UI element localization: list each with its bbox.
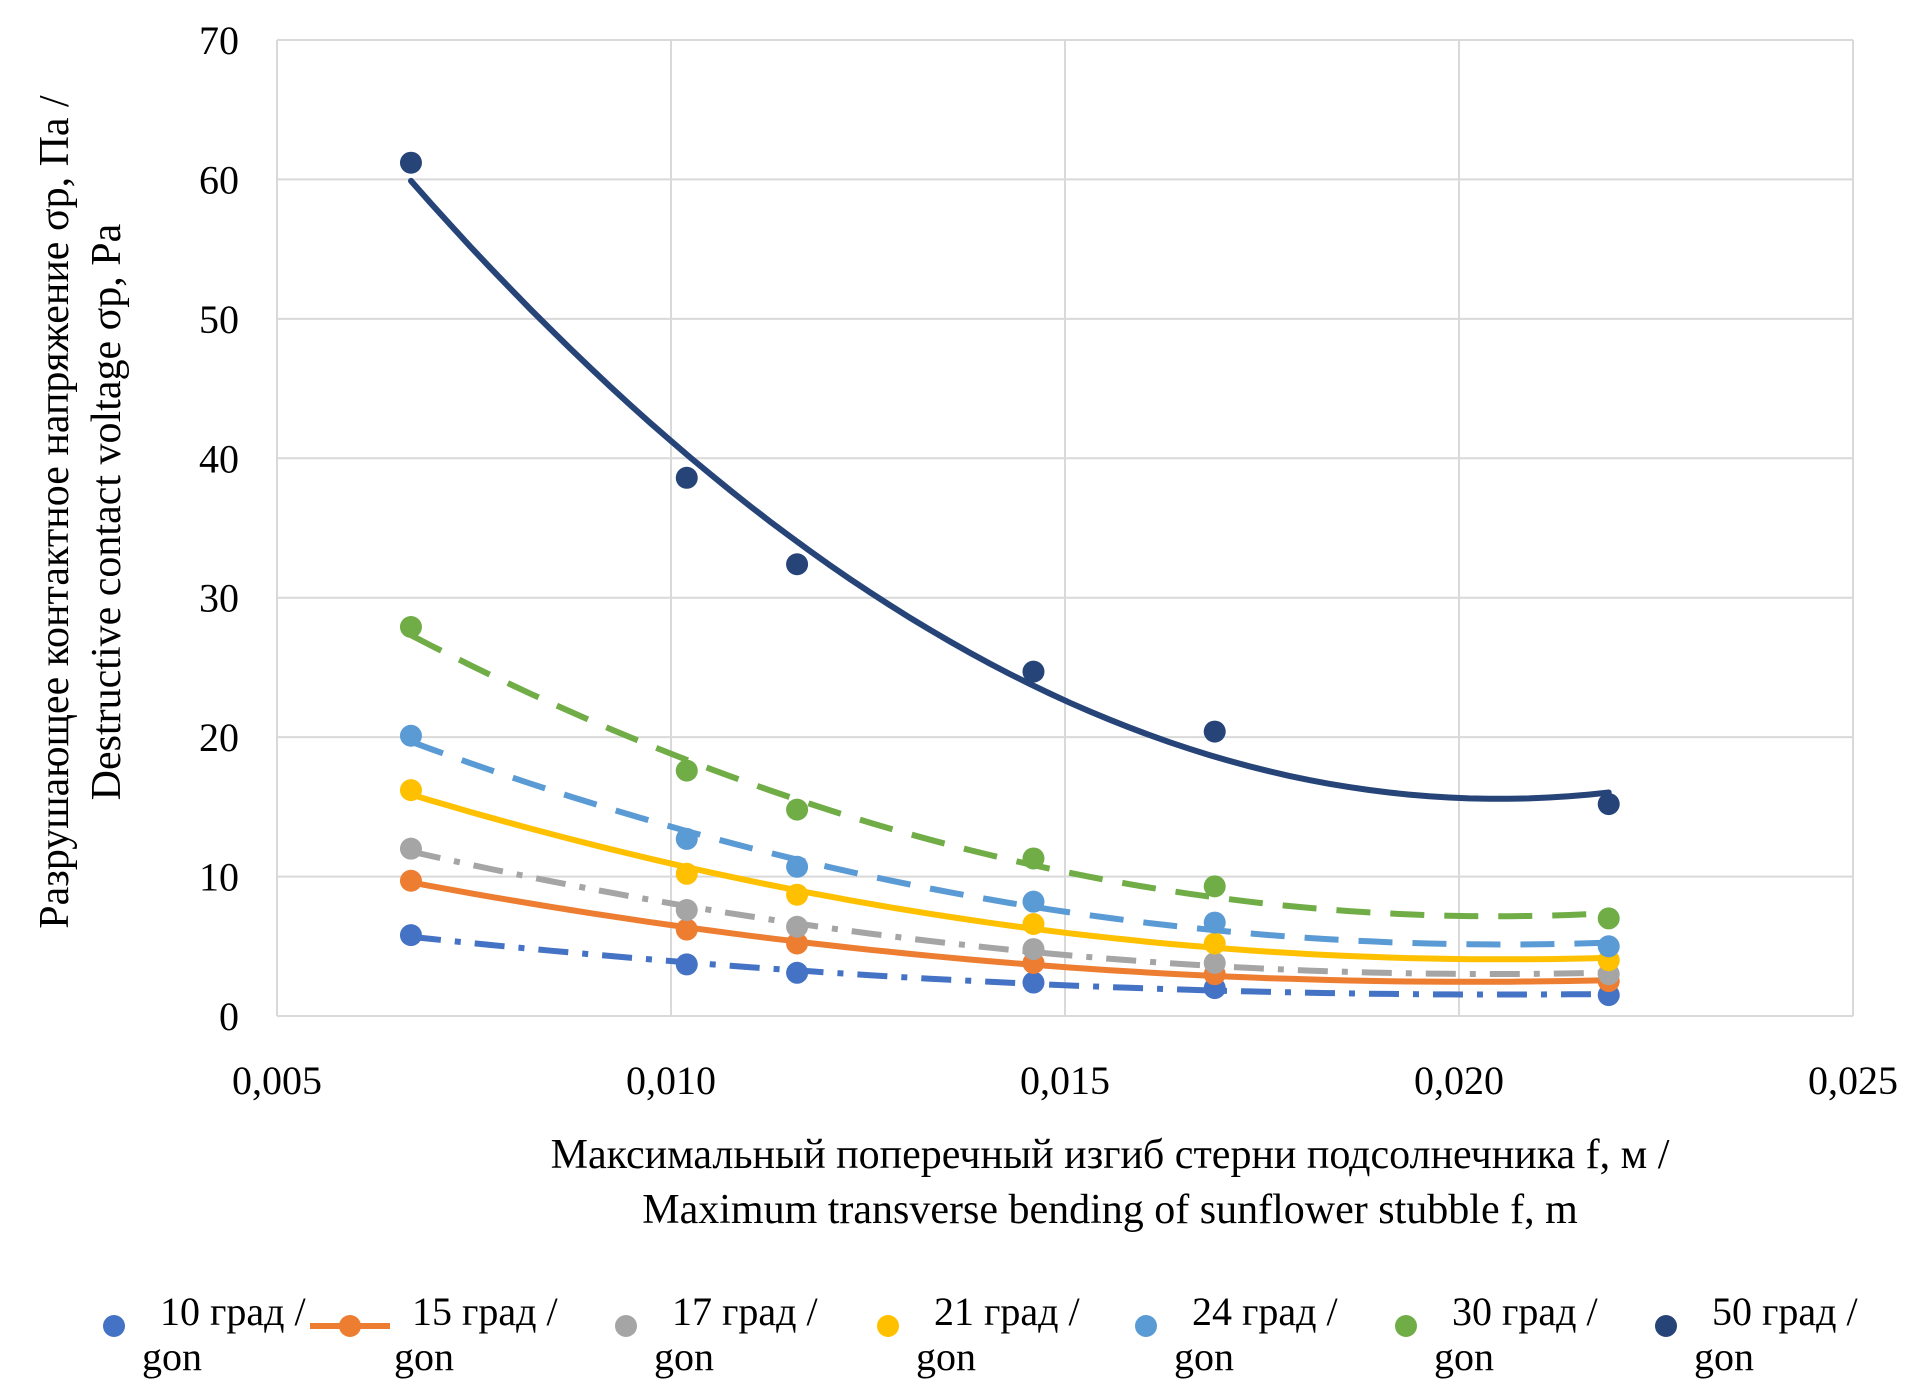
- data-point: [399, 615, 422, 638]
- trendline: [410, 848, 1609, 977]
- x-tick-label: 0,025: [1808, 1058, 1898, 1103]
- grid: [276, 39, 1854, 1017]
- data-point: [786, 553, 809, 576]
- legend-label-line1: 24 град /: [1192, 1289, 1339, 1334]
- data-point: [786, 883, 809, 906]
- data-point: [399, 837, 422, 860]
- data-point: [786, 855, 809, 878]
- x-axis-title-line2: Maximum transverse bending of sunflower …: [642, 1187, 1578, 1233]
- data-point: [786, 961, 809, 984]
- legend-label-line2: gon: [1174, 1334, 1234, 1379]
- legend-marker: [615, 1315, 637, 1337]
- legend-item: 30 град /gon: [1395, 1289, 1599, 1379]
- data-point: [399, 869, 422, 892]
- legend-label-line1: 15 град /: [412, 1289, 559, 1334]
- legend-item: 21 град /gon: [877, 1289, 1081, 1379]
- legend-label-line2: gon: [1434, 1334, 1494, 1379]
- data-point: [675, 918, 698, 941]
- trendlines: [408, 177, 1612, 998]
- data-point: [1203, 911, 1226, 934]
- legend-label-line1: 21 град /: [934, 1289, 1081, 1334]
- data-point: [675, 862, 698, 885]
- legend-label-line2: gon: [916, 1334, 976, 1379]
- legend-label-line2: gon: [1694, 1334, 1754, 1379]
- data-point: [675, 953, 698, 976]
- legend-marker: [339, 1315, 361, 1337]
- y-tick-label: 60: [199, 157, 239, 202]
- data-point: [786, 915, 809, 938]
- data-points: [399, 151, 1620, 1007]
- x-tick-label: 0,010: [626, 1058, 716, 1103]
- y-tick-label: 0: [219, 994, 239, 1039]
- legend-marker: [1395, 1315, 1417, 1337]
- data-point: [1022, 912, 1045, 935]
- data-point: [675, 899, 698, 922]
- data-point: [786, 798, 809, 821]
- data-point: [1022, 890, 1045, 913]
- legend-label-line2: gon: [394, 1334, 454, 1379]
- data-point: [1203, 932, 1226, 955]
- data-point: [675, 466, 698, 489]
- data-point: [399, 724, 422, 747]
- y-axis-title-line2: Destructive contact voltage σp, Pa: [84, 223, 130, 800]
- legend-label-line1: 17 град /: [672, 1289, 819, 1334]
- legend-label-line2: gon: [142, 1334, 202, 1379]
- legend-item: 15 град /gon: [310, 1289, 559, 1379]
- legend-item: 17 град /gon: [615, 1289, 819, 1379]
- y-tick-label: 50: [199, 297, 239, 342]
- y-tick-labels: 0 10 20 30 40 50 60 70: [199, 18, 239, 1039]
- data-point: [675, 759, 698, 782]
- y-tick-label: 20: [199, 715, 239, 760]
- data-point: [399, 924, 422, 947]
- data-point: [1022, 660, 1045, 683]
- legend-label-line2: gon: [654, 1334, 714, 1379]
- y-tick-label: 40: [199, 436, 239, 481]
- trendline: [408, 177, 1612, 802]
- x-tick-label: 0,015: [1020, 1058, 1110, 1103]
- legend-label-line1: 50 град /: [1712, 1289, 1859, 1334]
- data-point: [1597, 793, 1620, 816]
- y-tick-label: 30: [199, 576, 239, 621]
- x-tick-label: 0,020: [1414, 1058, 1504, 1103]
- x-tick-label: 0,005: [232, 1058, 322, 1103]
- y-axis-title-line1: Разрушающее контактное напряжение σp, Па…: [32, 95, 78, 929]
- y-axis-title-2: Destructive contact voltage σp, Pa: [84, 223, 130, 800]
- data-point: [1597, 907, 1620, 930]
- data-point: [1203, 720, 1226, 743]
- data-point: [1597, 935, 1620, 958]
- y-tick-label: 70: [199, 18, 239, 63]
- data-point: [399, 151, 422, 174]
- data-point: [399, 779, 422, 802]
- legend-marker: [103, 1315, 125, 1337]
- trendline: [409, 738, 1609, 948]
- legend-label-line1: 10 град /: [160, 1289, 307, 1334]
- trendline: [409, 632, 1609, 920]
- data-point: [1203, 875, 1226, 898]
- trendline: [410, 933, 1609, 998]
- data-point: [1203, 952, 1226, 975]
- data-point: [1022, 938, 1045, 961]
- legend-marker: [877, 1315, 899, 1337]
- data-point: [1022, 971, 1045, 994]
- y-tick-label: 10: [199, 855, 239, 900]
- legend-marker: [1135, 1315, 1157, 1337]
- x-tick-labels: 0,005 0,010 0,015 0,020 0,025: [232, 1058, 1898, 1103]
- y-axis-title: Разрушающее контактное напряжение σp, Па…: [32, 95, 78, 929]
- trendline: [408, 879, 1612, 985]
- data-point: [786, 932, 809, 955]
- legend-marker: [1655, 1315, 1677, 1337]
- data-point: [675, 827, 698, 850]
- legend-item: 10 град /gon: [103, 1289, 307, 1379]
- data-point: [1022, 847, 1045, 870]
- legend-item: 24 град /gon: [1135, 1289, 1339, 1379]
- legend-label-line1: 30 град /: [1452, 1289, 1599, 1334]
- trendline: [408, 791, 1612, 963]
- x-axis-title-line1: Максимальный поперечный изгиб стерни под…: [551, 1132, 1670, 1178]
- legend-item: 50 град /gon: [1655, 1289, 1859, 1379]
